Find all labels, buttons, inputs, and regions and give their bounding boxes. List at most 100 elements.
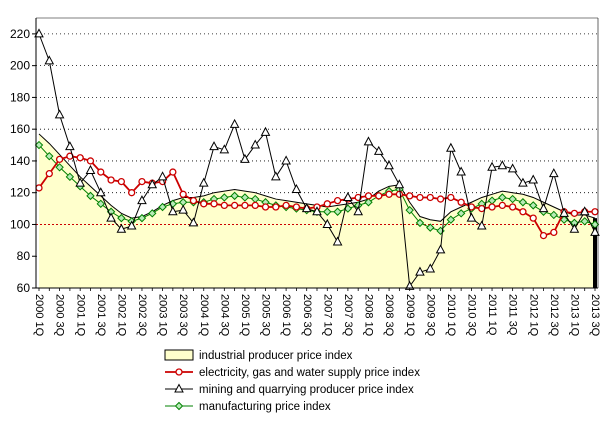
legend-swatch-industrial-producer-price-index (164, 349, 194, 361)
x-tick-label-2003-3q: 2003 3Q (177, 294, 189, 337)
y-tick-label-200: 200 (10, 59, 30, 73)
point-manufacturing-price-index-45 (498, 193, 507, 202)
point-electricity-gas-and-water-supply-price-index-49 (539, 231, 548, 240)
x-tick-label-2004-1q: 2004 1Q (198, 294, 210, 337)
point-mining-and-quarrying-producer-price-index-49 (538, 203, 549, 213)
point-electricity-gas-and-water-supply-price-index-29 (333, 196, 342, 205)
x-tick-label-2008-1q: 2008 1Q (363, 294, 375, 337)
point-electricity-gas-and-water-supply-price-index-47 (519, 208, 527, 216)
point-mining-and-quarrying-producer-price-index-48 (528, 174, 539, 184)
point-mining-and-quarrying-producer-price-index-6 (95, 187, 106, 197)
x-tick-label-2005-1q: 2005 1Q (239, 294, 251, 337)
point-mining-and-quarrying-producer-price-index-47 (518, 177, 528, 187)
point-electricity-gas-and-water-supply-price-index-7 (107, 176, 115, 184)
point-mining-and-quarrying-producer-price-index-51 (559, 207, 569, 217)
point-electricity-gas-and-water-supply-price-index-50 (550, 228, 558, 237)
point-electricity-gas-and-water-supply-price-index-45 (498, 201, 506, 210)
point-manufacturing-price-index-2 (55, 163, 64, 172)
point-mining-and-quarrying-producer-price-index-26 (301, 203, 312, 213)
x-tick-label-2003-1q: 2003 1Q (157, 294, 169, 337)
point-electricity-gas-and-water-supply-price-index-32 (364, 192, 373, 200)
point-mining-and-quarrying-producer-price-index-3 (65, 141, 75, 151)
legend-label-electricity-gas-and-water-supply-price-index: electricity, gas and water supply price … (199, 367, 420, 379)
point-mining-and-quarrying-producer-price-index-13 (168, 206, 178, 216)
point-manufacturing-price-index-37 (415, 218, 425, 228)
point-mining-and-quarrying-producer-price-index-44 (487, 161, 497, 171)
x-tick-label-2004-3q: 2004 3Q (218, 294, 230, 337)
point-mining-and-quarrying-producer-price-index-42 (466, 212, 477, 222)
legend-label-mining-and-quarrying-producer-price-index: mining and quarrying producer price inde… (199, 384, 414, 396)
legend: industrial producer price index electrici… (164, 349, 420, 413)
point-electricity-gas-and-water-supply-price-index-25 (292, 203, 301, 211)
point-electricity-gas-and-water-supply-price-index-10 (138, 177, 146, 186)
point-mining-and-quarrying-producer-price-index-10 (137, 195, 147, 205)
point-electricity-gas-and-water-supply-price-index-19 (230, 201, 239, 210)
point-mining-and-quarrying-producer-price-index-5 (85, 164, 96, 174)
point-mining-and-quarrying-producer-price-index-50 (548, 168, 559, 178)
point-mining-and-quarrying-producer-price-index-19 (229, 118, 240, 128)
point-mining-and-quarrying-producer-price-index-15 (188, 217, 199, 227)
axis-layer: 60 80 100 120 140 160 180 200 220 2000 1Q 2000 3Q 2… (10, 17, 601, 337)
point-electricity-gas-and-water-supply-price-index-16 (200, 200, 208, 208)
point-mining-and-quarrying-producer-price-index-16 (198, 177, 209, 187)
point-manufacturing-price-index-3 (65, 172, 75, 182)
point-manufacturing-price-index-40 (446, 215, 456, 224)
point-mining-and-quarrying-producer-price-index-9 (126, 220, 137, 230)
point-mining-and-quarrying-producer-price-index-35 (394, 179, 405, 189)
x-tick-label-2009-1q: 2009 1Q (404, 294, 416, 337)
point-electricity-gas-and-water-supply-price-index-42 (467, 203, 476, 211)
legend-item-mining-and-quarrying-producer-price-index: mining and quarrying producer price inde… (165, 383, 414, 396)
point-electricity-gas-and-water-supply-price-index-8 (117, 177, 126, 186)
y-tick-label-100: 100 (10, 217, 30, 231)
x-tick-label-2007-3q: 2007 3Q (342, 294, 354, 337)
point-mining-and-quarrying-producer-price-index-18 (219, 144, 230, 154)
legend-marker-mining-and-quarrying-producer-price-index (174, 383, 184, 393)
point-mining-and-quarrying-producer-price-index-32 (363, 136, 374, 146)
point-manufacturing-price-index-51 (559, 215, 569, 224)
x-tick-label-2001-1q: 2001 1Q (74, 294, 86, 337)
point-electricity-gas-and-water-supply-price-index-23 (272, 203, 280, 211)
point-manufacturing-price-index-28 (323, 207, 332, 216)
y-tick-label-120: 120 (10, 186, 30, 200)
point-electricity-gas-and-water-supply-price-index-46 (508, 203, 517, 211)
x-tick-label-2005-3q: 2005 3Q (260, 294, 272, 337)
point-mining-and-quarrying-producer-price-index-53 (579, 206, 590, 216)
point-mining-and-quarrying-producer-price-index-8 (116, 223, 127, 233)
point-mining-and-quarrying-producer-price-index-40 (446, 142, 456, 152)
point-electricity-gas-and-water-supply-price-index-36 (406, 192, 414, 200)
point-electricity-gas-and-water-supply-price-index-54 (591, 208, 599, 216)
legend-item-electricity-gas-and-water-supply-price-index: electricity, gas and water supply price … (165, 367, 420, 379)
point-mining-and-quarrying-producer-price-index-0 (34, 28, 44, 38)
point-electricity-gas-and-water-supply-price-index-43 (478, 204, 486, 213)
point-electricity-gas-and-water-supply-price-index-2 (55, 155, 64, 164)
point-electricity-gas-and-water-supply-price-index-13 (169, 168, 177, 176)
x-tick-label-2006-1q: 2006 1Q (280, 294, 292, 337)
point-manufacturing-price-index-50 (549, 210, 559, 220)
y-tick-label-60: 60 (17, 281, 31, 295)
point-manufacturing-price-index-8 (117, 213, 126, 223)
point-electricity-gas-and-water-supply-price-index-20 (241, 201, 249, 210)
point-mining-and-quarrying-producer-price-index-11 (147, 179, 158, 189)
point-mining-and-quarrying-producer-price-index-46 (507, 163, 518, 173)
legend-item-manufacturing-price-index: manufacturing price index (165, 401, 331, 413)
point-manufacturing-price-index-41 (456, 209, 466, 218)
point-mining-and-quarrying-producer-price-index-20 (240, 153, 250, 163)
point-mining-and-quarrying-producer-price-index-45 (497, 160, 508, 170)
point-manufacturing-price-index-38 (426, 223, 435, 232)
point-electricity-gas-and-water-supply-price-index-28 (323, 200, 331, 208)
y-tick-label-140: 140 (10, 154, 30, 168)
point-manufacturing-price-index-47 (518, 198, 528, 207)
point-mining-and-quarrying-producer-price-index-4 (75, 177, 86, 187)
point-manufacturing-price-index-6 (96, 199, 105, 209)
point-mining-and-quarrying-producer-price-index-38 (425, 263, 436, 273)
line-layer (34, 28, 600, 290)
y-tick-label-220: 220 (10, 27, 30, 41)
point-mining-and-quarrying-producer-price-index-29 (332, 236, 343, 246)
point-manufacturing-price-index-12 (158, 202, 167, 212)
point-electricity-gas-and-water-supply-price-index-18 (220, 201, 228, 210)
x-tick-label-2012-1q: 2012 1Q (527, 294, 539, 337)
point-manufacturing-price-index-32 (364, 198, 373, 207)
x-tick-label-2000-3q: 2000 3Q (54, 294, 66, 337)
point-electricity-gas-and-water-supply-price-index-15 (189, 196, 198, 205)
point-mining-and-quarrying-producer-price-index-21 (250, 139, 261, 149)
